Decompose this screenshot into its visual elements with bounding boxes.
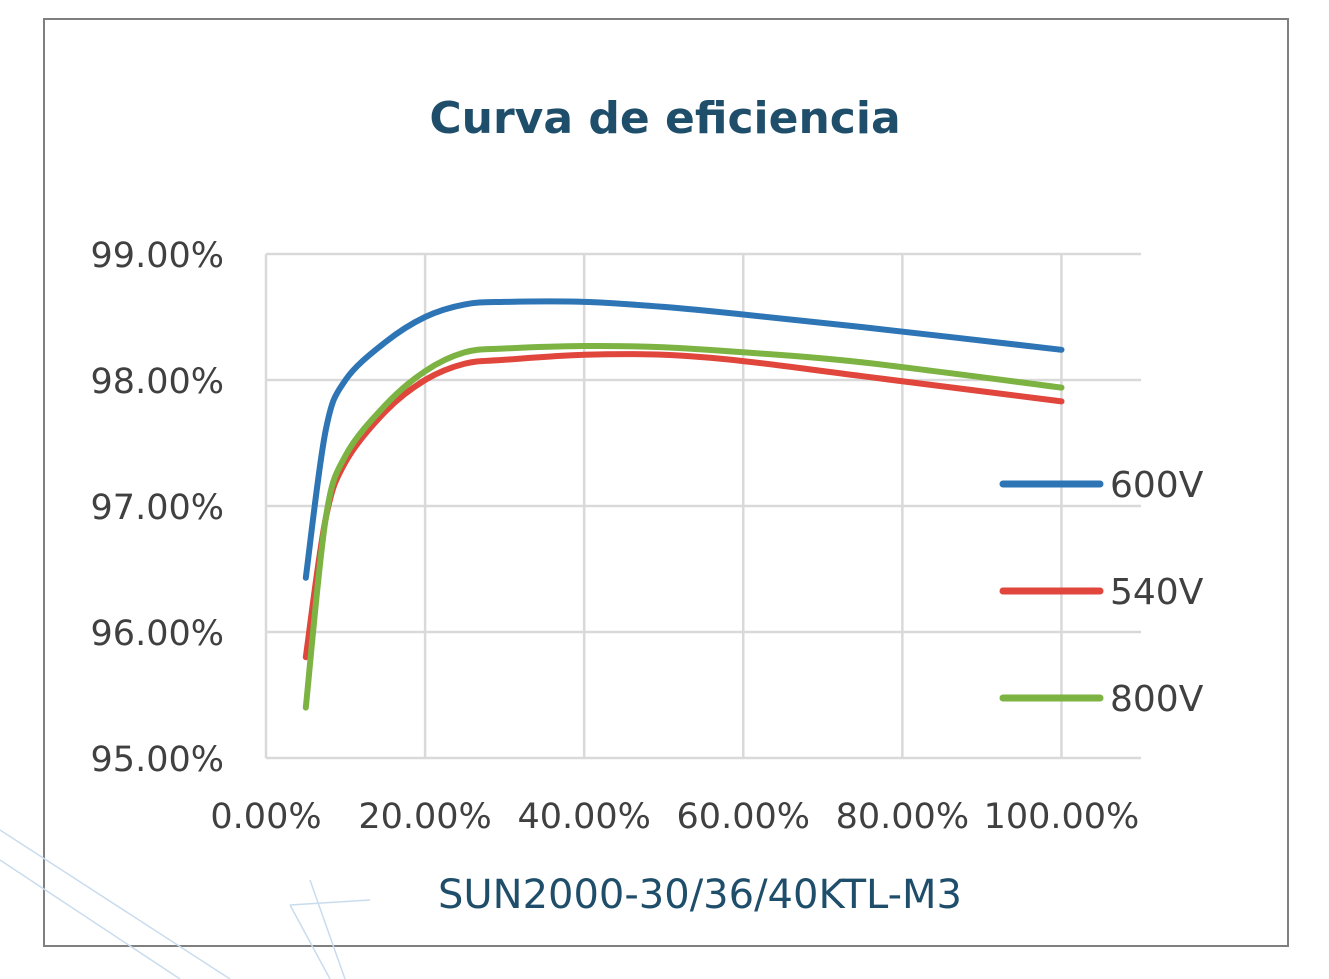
legend-item-800V: 800V — [999, 679, 1204, 720]
y-axis-ticks: 99.00% 98.00% 97.00% 96.00% 95.00% — [91, 236, 224, 780]
x-tick-label: 0.00% — [210, 797, 321, 837]
chart-title: Curva de eficiencia — [429, 93, 900, 144]
x-tick-label: 100.00% — [984, 797, 1140, 837]
series-line-800V — [302, 342, 1065, 711]
legend-item-540V: 540V — [999, 572, 1204, 613]
x-tick-label: 80.00% — [836, 797, 969, 837]
y-tick-label: 98.00% — [91, 362, 224, 402]
y-tick-label: 95.00% — [91, 740, 224, 780]
legend-label: 600V — [1110, 465, 1204, 506]
y-tick-label: 96.00% — [91, 614, 224, 654]
x-tick-label: 60.00% — [677, 797, 810, 837]
legend-label: 540V — [1110, 572, 1204, 613]
legend: 600V 540V 800V — [999, 465, 1204, 720]
gridlines — [264, 252, 1141, 760]
x-tick-label: 40.00% — [517, 797, 650, 837]
x-tick-label: 20.00% — [358, 797, 491, 837]
series-lines — [302, 298, 1065, 711]
x-axis-ticks: 0.00% 20.00% 40.00% 60.00% 80.00% 100.00% — [210, 797, 1139, 837]
x-axis-label: SUN2000-30/36/40KTL-M3 — [438, 872, 962, 918]
background-decoration — [0, 829, 371, 979]
y-tick-label: 97.00% — [91, 488, 224, 528]
series-line-600V — [302, 298, 1065, 581]
legend-label: 800V — [1110, 679, 1204, 720]
legend-item-600V: 600V — [999, 465, 1204, 506]
y-tick-label: 99.00% — [91, 236, 224, 276]
